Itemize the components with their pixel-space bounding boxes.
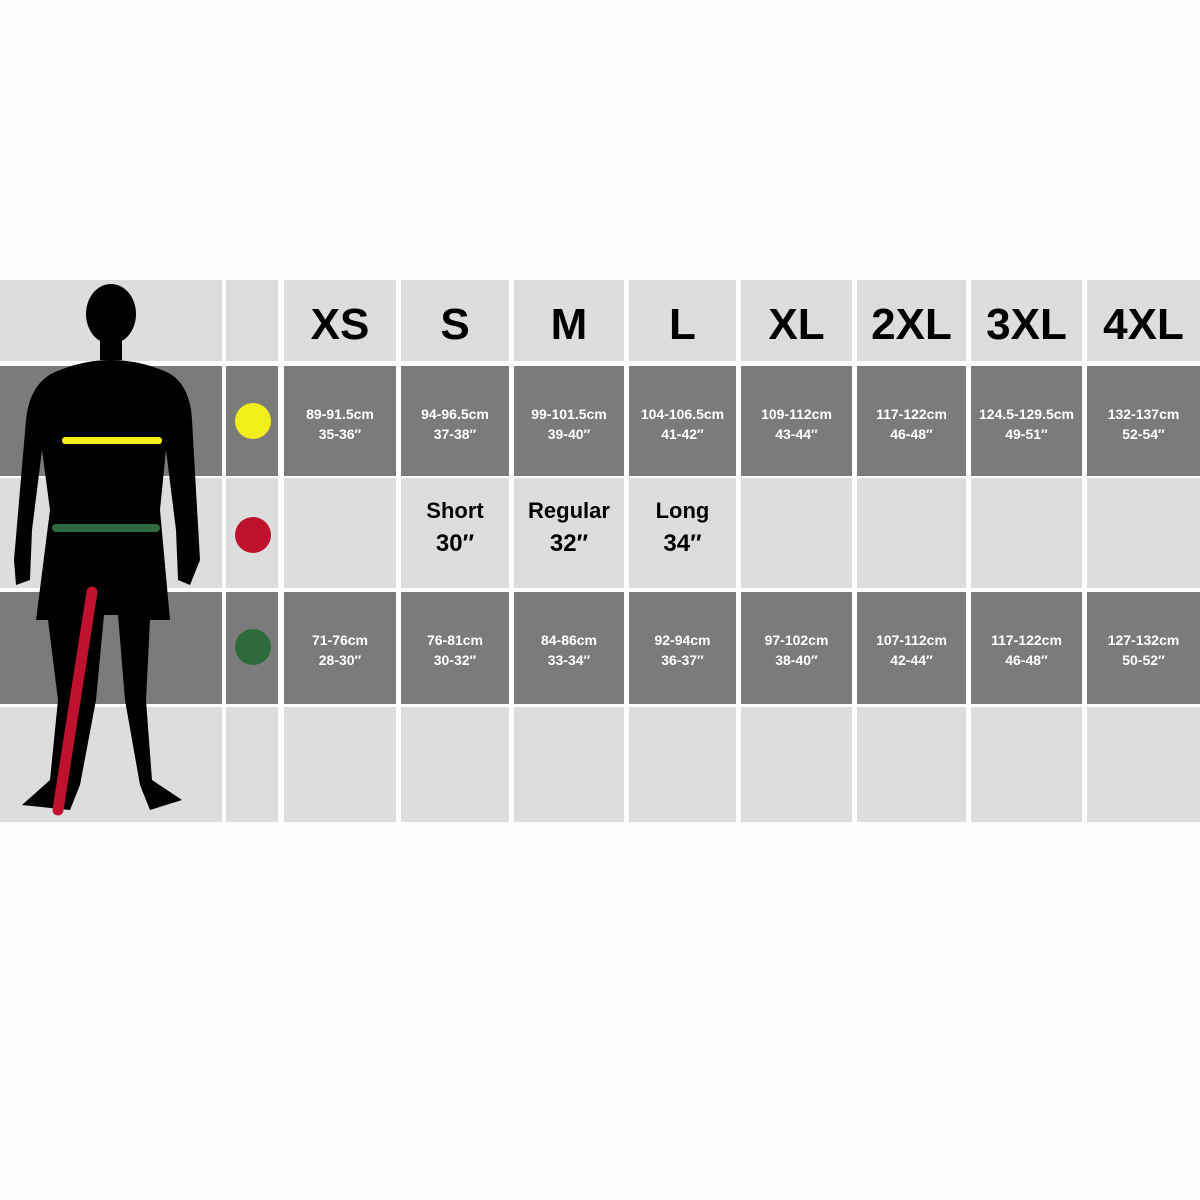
size-header: 2XL [857,280,966,361]
chest-in: 52-54″ [1122,426,1165,442]
inseam-value: 34″ [663,530,702,557]
chest-cell: 104-106.5cm 41-42″ [629,366,736,476]
size-header: XS [284,280,396,361]
chest-cm: 104-106.5cm [640,406,725,422]
waist-in: 38-40″ [775,652,818,668]
waist-in: 30-32″ [433,652,477,668]
chest-cell: 99-101.5cm 39-40″ [514,366,624,476]
empty-cell [401,707,509,822]
waist-in: 46-48″ [1005,652,1048,668]
chest-in: 35-36″ [318,426,362,442]
size-header: S [401,280,509,361]
inseam-value: 30″ [435,530,475,557]
waist-cell: 76-81cm 30-32″ [401,592,509,704]
chest-in: 49-51″ [1005,426,1048,442]
chest-cm: 99-101.5cm [531,406,607,422]
size-header: M [514,280,624,361]
inseam-cell [284,478,396,588]
waist-measure-line [52,524,160,532]
chest-cell: 109-112cm 43-44″ [741,366,852,476]
waist-cm: 84-86cm [540,632,598,648]
inseam-cell: Short 30″ [401,478,509,588]
inseam-cell [741,478,852,588]
chest-in: 39-40″ [547,426,591,442]
chest-in: 37-38″ [433,426,477,442]
inseam-cell [971,478,1082,588]
chest-cell: 132-137cm 52-54″ [1087,366,1200,476]
waist-in: 28-30″ [318,652,362,668]
inseam-marker-dot [235,517,271,553]
size-header: 4XL [1087,280,1200,361]
waist-cm: 71-76cm [311,632,369,648]
waist-cell: 97-102cm 38-40″ [741,592,852,704]
waist-cm: 117-122cm [991,632,1062,648]
inseam-cell [1087,478,1200,588]
empty-cell [514,707,624,822]
size-header: 3XL [971,280,1082,361]
chest-measure-line [62,437,162,444]
inseam-cell [857,478,966,588]
chest-in: 41-42″ [661,426,704,442]
chest-cell: 124.5-129.5cm 49-51″ [971,366,1082,476]
chest-marker-dot [235,403,271,439]
marker-cell [226,707,278,822]
size-header: XL [741,280,852,361]
chest-cm: 124.5-129.5cm [979,406,1074,422]
waist-cell: 84-86cm 33-34″ [514,592,624,704]
empty-cell [629,707,736,822]
waist-cell: 117-122cm 46-48″ [971,592,1082,704]
chest-cm: 109-112cm [761,406,832,422]
size-header: L [629,280,736,361]
empty-cell [741,707,852,822]
waist-cm: 127-132cm [1107,632,1180,648]
waist-cell: 92-94cm 36-37″ [629,592,736,704]
chest-in: 46-48″ [890,426,933,442]
waist-in: 42-44″ [890,652,933,668]
empty-cell [857,707,966,822]
inseam-label: Long [655,498,710,523]
empty-cell [1087,707,1200,822]
waist-marker-dot [235,629,271,665]
waist-in: 33-34″ [547,652,591,668]
chest-cell: 117-122cm 46-48″ [857,366,966,476]
inseam-value: 32″ [549,530,589,557]
inseam-label: Short [426,498,484,523]
chest-in: 43-44″ [775,426,818,442]
inseam-measure-line [52,586,98,816]
waist-cm: 97-102cm [764,632,829,648]
empty-cell [284,707,396,822]
waist-in: 36-37″ [661,652,704,668]
empty-cell [971,707,1082,822]
chest-cm: 117-122cm [876,406,947,422]
chest-cell: 89-91.5cm 35-36″ [284,366,396,476]
neck [100,338,122,360]
body [14,360,200,810]
chest-cell: 94-96.5cm 37-38″ [401,366,509,476]
chest-cm: 89-91.5cm [306,406,374,422]
chest-cm: 94-96.5cm [421,406,489,422]
waist-cell: 107-112cm 42-44″ [857,592,966,704]
waist-cm: 107-112cm [876,632,947,648]
waist-cm: 76-81cm [426,632,484,648]
inseam-label: Regular [528,498,610,523]
body-silhouette-figure [14,284,200,816]
head [86,284,136,344]
waist-cell: 71-76cm 28-30″ [284,592,396,704]
waist-cm: 92-94cm [654,632,711,648]
waist-cell: 127-132cm 50-52″ [1087,592,1200,704]
inseam-cell: Long 34″ [629,478,736,588]
marker-cell [226,280,278,361]
inseam-cell: Regular 32″ [514,478,624,588]
chest-cm: 132-137cm [1107,406,1180,422]
waist-in: 50-52″ [1122,652,1165,668]
